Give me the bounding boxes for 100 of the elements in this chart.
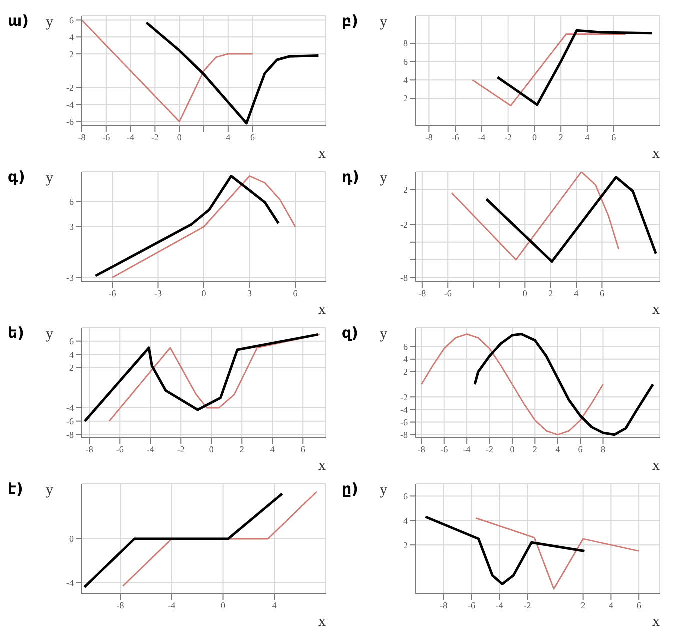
x-tick-label: 0 xyxy=(209,444,214,454)
x-axis-title: x xyxy=(652,146,660,162)
x-tick-label: -6 xyxy=(116,444,124,454)
line-series xyxy=(94,174,280,278)
x-tick-label: -2 xyxy=(524,600,532,610)
x-tick-label: -8 xyxy=(425,132,434,142)
y-tick-label: -8 xyxy=(400,430,408,440)
y-axis-title: y xyxy=(380,14,388,31)
y-tick-label: -6 xyxy=(66,116,74,127)
x-tick-label: -8 xyxy=(116,600,125,610)
y-tick-label: 4 xyxy=(404,354,408,365)
x-tick-label: 2 xyxy=(558,132,564,142)
line-series xyxy=(451,172,620,261)
x-tick-label: 4 xyxy=(272,600,278,610)
y-tick-label: 6 xyxy=(404,57,408,68)
x-tick-label: 2 xyxy=(532,444,538,454)
x-tick-label: 6 xyxy=(250,132,256,142)
x-axis-title: x xyxy=(652,614,660,630)
x-tick-label: 4 xyxy=(556,444,561,454)
chart-title: ա) xyxy=(8,11,30,32)
line-series xyxy=(496,29,654,106)
x-tick-label: -4 xyxy=(496,600,504,610)
x-tick-label: 6 xyxy=(612,132,617,142)
x-tick-label: 4 xyxy=(574,288,580,298)
y-axis-title: y xyxy=(380,326,388,343)
x-tick-label: 4 xyxy=(270,444,276,454)
y-axis-title: y xyxy=(46,170,54,187)
line-series xyxy=(475,518,640,590)
x-axis-title: x xyxy=(652,302,660,318)
x-tick-label: -8 xyxy=(86,444,94,454)
x-tick-label: -6 xyxy=(108,288,117,298)
chart-title: է) xyxy=(8,479,24,500)
y-tick-label: -4 xyxy=(66,100,74,110)
y-tick-label: 6 xyxy=(70,336,74,347)
y-tick-label: -6 xyxy=(400,417,408,428)
line-series xyxy=(474,333,654,436)
x-tick-label: -4 xyxy=(127,132,136,142)
x-tick-label: 4 xyxy=(585,132,590,142)
y-tick-label: 6 xyxy=(70,15,74,26)
line-series xyxy=(112,176,296,278)
y-tick-label: 4 xyxy=(70,350,74,360)
x-tick-label: 2 xyxy=(240,444,244,454)
x-tick-label: -8 xyxy=(440,600,448,610)
x-tick-label: 0 xyxy=(177,132,182,142)
y-tick-label: 2 xyxy=(404,94,408,104)
x-tick-label: 6 xyxy=(578,444,584,454)
x-tick-label: -6 xyxy=(452,132,460,142)
y-tick-label: 4 xyxy=(70,32,74,42)
x-tick-label: -2 xyxy=(177,444,185,454)
chart-title: ե) xyxy=(8,323,26,344)
y-tick-label: -2 xyxy=(66,83,74,94)
y-tick-label: -2 xyxy=(400,392,408,402)
x-tick-label: -8 xyxy=(418,288,427,298)
y-tick-label: 2 xyxy=(404,367,408,378)
x-tick-label: 6 xyxy=(300,444,306,454)
x-tick-label: 0 xyxy=(522,288,528,298)
chart-title: զ) xyxy=(342,323,360,344)
x-tick-label: -4 xyxy=(146,444,155,454)
x-tick-label: 3 xyxy=(248,288,252,298)
line-series xyxy=(424,516,586,586)
y-tick-label: 2 xyxy=(70,363,74,374)
y-tick-label: 8 xyxy=(404,38,408,49)
x-tick-label: -2 xyxy=(151,132,159,142)
x-tick-label: -4 xyxy=(168,600,176,610)
x-tick-label: 4 xyxy=(226,132,232,142)
x-tick-label: -2 xyxy=(486,444,494,454)
y-axis-title: y xyxy=(46,14,54,31)
y-tick-label: 0 xyxy=(70,534,74,544)
y-tick-label: 2 xyxy=(404,540,408,550)
x-axis-title: x xyxy=(652,458,660,474)
x-tick-label: 0 xyxy=(202,288,207,298)
x-tick-label: -4 xyxy=(463,444,472,454)
line-series xyxy=(82,20,254,122)
chart-title: գ) xyxy=(8,167,26,188)
x-tick-label: 6 xyxy=(293,288,298,298)
x-axis-title: x xyxy=(318,614,326,630)
x-tick-label: 0 xyxy=(510,444,516,454)
x-tick-label: 0 xyxy=(532,132,538,142)
y-tick-label: 6 xyxy=(70,196,74,207)
y-axis-title: y xyxy=(46,482,54,499)
y-tick-label: -8 xyxy=(400,272,408,283)
y-tick-label: 6 xyxy=(404,491,408,502)
x-axis-title: x xyxy=(318,146,326,162)
x-tick-label: -8 xyxy=(78,132,86,142)
x-tick-label: -6 xyxy=(440,444,449,454)
chart-title: բ) xyxy=(342,11,360,32)
y-tick-label: -2 xyxy=(400,220,408,230)
x-axis-title: x xyxy=(318,458,326,474)
y-tick-label: 3 xyxy=(70,222,74,232)
y-tick-label: -4 xyxy=(66,403,74,414)
x-tick-label: -2 xyxy=(504,132,512,142)
y-tick-label: 4 xyxy=(404,516,408,526)
x-tick-label: -6 xyxy=(102,132,111,142)
x-tick-label: 2 xyxy=(581,600,586,610)
x-tick-label: -6 xyxy=(444,288,452,298)
x-axis-title: x xyxy=(318,302,326,318)
x-tick-label: 0 xyxy=(221,600,226,610)
y-tick-label: -4 xyxy=(66,578,74,588)
x-tick-label: 2 xyxy=(548,288,554,298)
line-series xyxy=(145,22,320,125)
